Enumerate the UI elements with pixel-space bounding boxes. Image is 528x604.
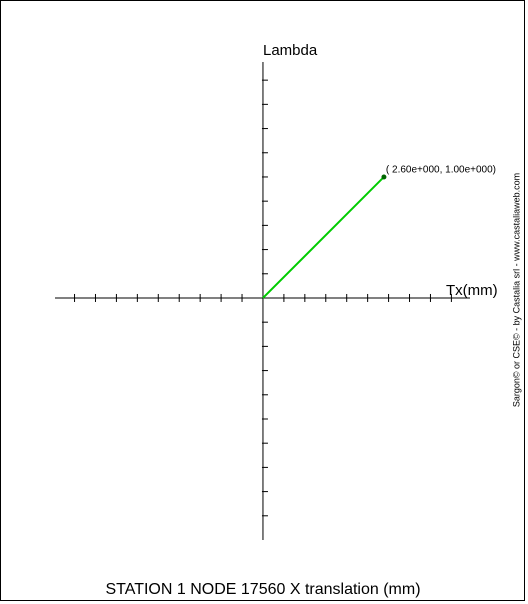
credit: Sargon© or CSE© - by Castalia srl - www.… — [511, 173, 521, 407]
x-axis-label: Tx(mm) — [446, 282, 498, 299]
y-axis-label: Lambda — [263, 42, 318, 59]
chart-title: STATION 1 NODE 17560 X translation (mm) — [105, 581, 420, 598]
value-label: ( 2.60e+000, 1.00e+000) — [386, 165, 496, 176]
line — [262, 176, 385, 299]
point — [381, 174, 387, 180]
